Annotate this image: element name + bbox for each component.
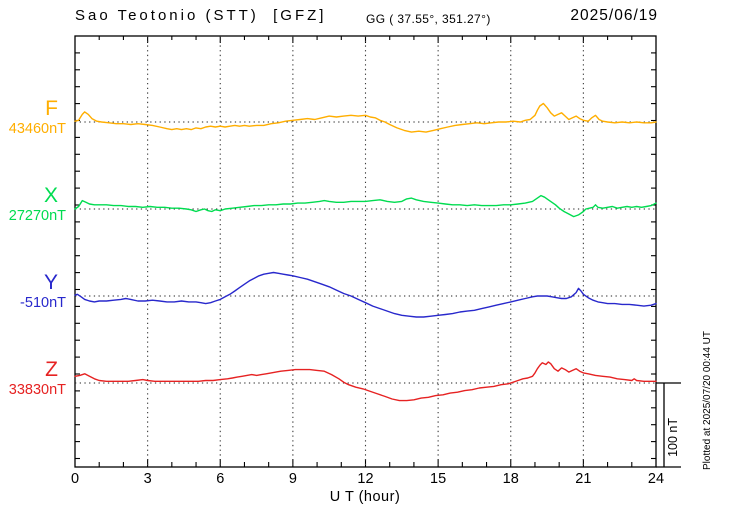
x-tick-label: 9	[288, 471, 297, 487]
x-axis-label: U T (hour)	[329, 489, 401, 505]
channel-label-Y: Y -510nT	[0, 271, 66, 311]
plot-timestamp-note: Plotted at 2025/07/20 00:44 UT	[702, 331, 713, 470]
channel-label-X: X 27270nT	[0, 184, 66, 224]
channel-baseline-value: -510nT	[20, 295, 66, 311]
x-tick-label: 0	[70, 471, 80, 487]
scale-bar-label: 100 nT	[666, 418, 680, 457]
channel-letter: X	[43, 184, 58, 207]
x-tick-label: 21	[575, 471, 592, 487]
channel-baseline-value: 43460nT	[8, 121, 66, 137]
channel-letter: F	[45, 97, 58, 120]
station-title: Sao Teotonio (STT) [GFZ]	[75, 7, 327, 24]
channel-label-Z: Z 33830nT	[0, 358, 66, 398]
channel-letter: Y	[43, 271, 58, 294]
x-tick-label: 3	[143, 471, 152, 487]
channel-baseline-value: 27270nT	[8, 208, 66, 224]
x-tick-label: 15	[430, 471, 447, 487]
x-tick-label: 6	[216, 471, 225, 487]
channel-baseline-value: 33830nT	[8, 382, 66, 398]
station-coordinates: GG ( 37.55°, 351.27°)	[366, 12, 491, 26]
date-label: 2025/06/19	[570, 7, 658, 24]
x-tick-label: 12	[357, 471, 374, 487]
channel-letter: Z	[45, 358, 58, 381]
channel-label-F: F 43460nT	[0, 97, 66, 137]
x-tick-label: 18	[502, 471, 519, 487]
x-tick-label: 24	[647, 471, 665, 487]
